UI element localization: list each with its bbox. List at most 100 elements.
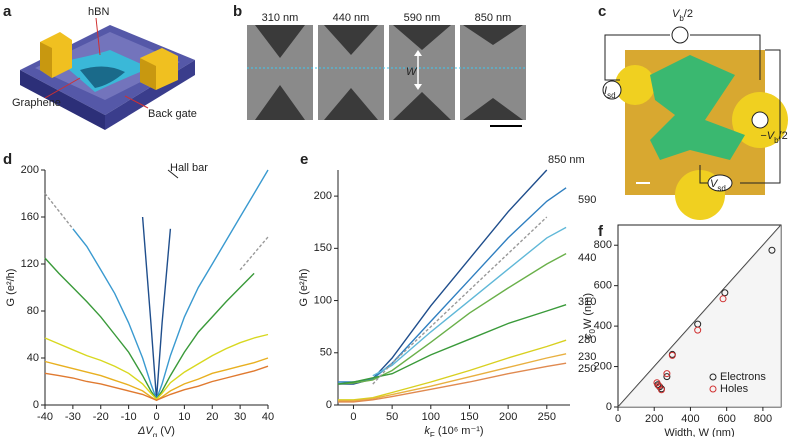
x-tick-label: -10: [121, 411, 137, 423]
schematic-label: Back gate: [148, 108, 197, 120]
curve-label: 230: [578, 351, 596, 363]
x-tick-label: 150: [460, 411, 478, 423]
width-label: 440 nm: [333, 12, 370, 24]
curve: [372, 226, 567, 377]
x-axis-label: kF (10⁶ m⁻¹): [424, 425, 483, 437]
schematic-label: Graphene: [12, 97, 61, 109]
panel-label: b: [233, 3, 242, 20]
curve-label: 850 nm: [548, 154, 585, 166]
x-axis-label-unit: (V): [157, 425, 175, 437]
panel-label: d: [3, 151, 12, 168]
circuit-label: Vb/2: [672, 8, 693, 23]
curve-label: 250: [578, 363, 596, 375]
schematic-label: hBN: [88, 6, 109, 18]
y-tick-label: 600: [594, 280, 612, 292]
point: [694, 326, 702, 334]
legend-marker: [709, 373, 717, 381]
annotation-arrow: [167, 169, 179, 179]
circuit-label-sub: b: [679, 14, 684, 23]
x-axis-label-main: ΔV: [137, 425, 154, 437]
x-tick-label: -20: [93, 411, 109, 423]
x-tick-label: 0: [615, 413, 621, 425]
circuit-label-unit: /2: [779, 130, 788, 142]
circuit-label-sub: sd: [607, 91, 615, 100]
x-tick-label: 40: [262, 411, 274, 423]
y-axis-label-sub: 0: [588, 329, 597, 334]
curve: [338, 187, 567, 383]
x-tick-label: -30: [65, 411, 81, 423]
x-tick-label: 600: [717, 413, 735, 425]
x-tick-label: 30: [234, 411, 246, 423]
circuit-label: −Vb/2: [760, 130, 787, 145]
curve: [337, 252, 567, 385]
curve-label: 280: [578, 334, 596, 346]
width-marker: W: [406, 66, 418, 78]
width-label: 590 nm: [404, 12, 441, 24]
y-tick-label: 40: [27, 352, 39, 364]
circuit-label-main: −V: [760, 130, 775, 142]
curve: [337, 304, 567, 385]
y-tick-label: 800: [594, 239, 612, 251]
x-tick-label: 20: [206, 411, 218, 423]
axes: [337, 170, 570, 406]
circuit-label-sub: sd: [717, 184, 725, 193]
x-tick-label: 0: [153, 411, 159, 423]
point: [721, 289, 729, 297]
shade: [618, 225, 781, 407]
point: [668, 351, 676, 359]
y-tick-label: 160: [21, 211, 39, 223]
circuit-label-unit: /2: [684, 8, 693, 20]
panel-label: e: [300, 151, 308, 168]
curve: [338, 339, 567, 401]
y-tick-label: 200: [314, 190, 332, 202]
circuit-label-sub: b: [774, 136, 779, 145]
curve-label: 590: [578, 194, 596, 206]
y-axis-label-main: c: [582, 333, 594, 339]
curve: [72, 169, 269, 402]
width-label: 310 nm: [262, 12, 299, 24]
y-tick-label: 200: [21, 164, 39, 176]
x-tick-label: 400: [681, 413, 699, 425]
curve: [338, 353, 567, 402]
curve: [239, 236, 269, 271]
panel-label: c: [598, 3, 606, 20]
circuit-label: Isd: [604, 85, 616, 100]
x-tick-label: 50: [386, 411, 398, 423]
curve: [44, 365, 269, 402]
curve: [44, 257, 255, 401]
point: [663, 370, 671, 378]
curve: [338, 362, 567, 403]
y-tick-label: 0: [33, 399, 39, 411]
x-tick-label: 100: [422, 411, 440, 423]
point: [663, 373, 671, 381]
panel-label: f: [598, 223, 604, 240]
panel-label: a: [3, 3, 12, 20]
y-tick-label: 80: [27, 305, 39, 317]
y-tick-label: 120: [21, 258, 39, 270]
y-tick-label: 50: [320, 347, 332, 359]
y-axis-label-unit: W (nm): [582, 293, 594, 329]
x-axis-label-main: k: [424, 425, 430, 437]
curve: [44, 333, 269, 401]
x-tick-label: -40: [37, 411, 53, 423]
x-tick-label: 200: [499, 411, 517, 423]
y-axis-label: G (e²/h): [5, 269, 17, 307]
x-tick-label: 10: [178, 411, 190, 423]
legend-marker: [709, 385, 717, 393]
x-tick-label: 0: [350, 411, 356, 423]
device-photo: [602, 26, 788, 220]
x-axis-label-sub: g: [153, 431, 157, 437]
x-axis-label: Width, W (nm): [664, 427, 734, 437]
sem-images: [247, 25, 526, 127]
curve-label: 310: [578, 296, 596, 308]
point: [768, 246, 776, 254]
y-tick-label: 0: [326, 399, 332, 411]
legend-label: Holes: [720, 383, 749, 395]
curve: [338, 169, 548, 385]
circuit-label-main: V: [672, 8, 681, 20]
x-tick-label: 250: [538, 411, 556, 423]
curve-label: 440: [578, 252, 596, 264]
circuit-label-main: V: [710, 178, 719, 190]
circuit-label: Vsd: [710, 178, 726, 193]
